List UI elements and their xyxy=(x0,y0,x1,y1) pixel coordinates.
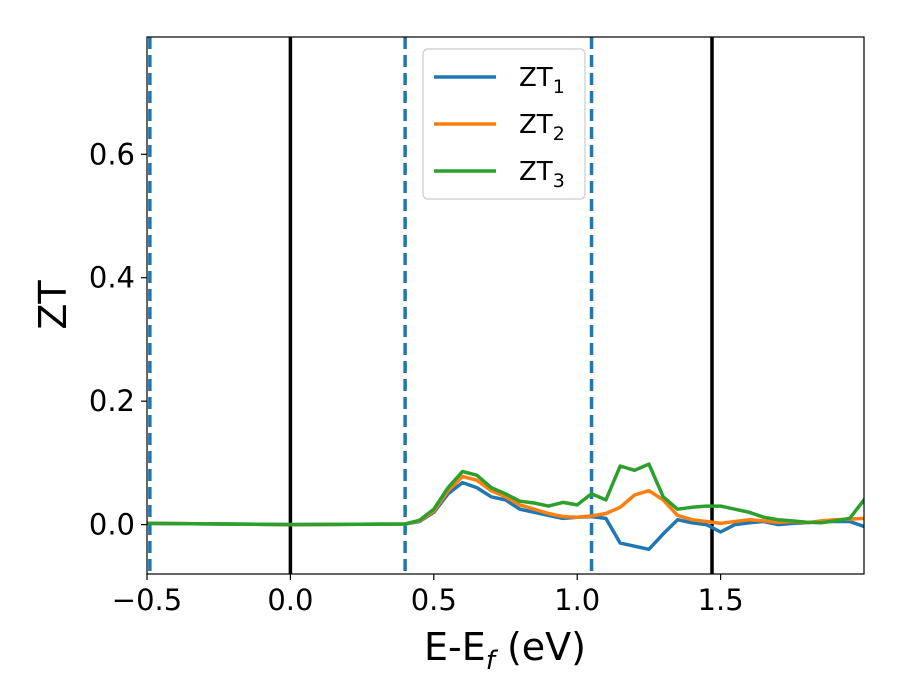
reference-lines xyxy=(148,37,714,574)
series-lines xyxy=(147,462,864,552)
y-axis-label: ZT xyxy=(31,280,75,330)
x-tick-label: −0.5 xyxy=(112,583,182,617)
x-tick-label: 0.0 xyxy=(267,583,313,617)
y-axis: 0.0 0.2 0.4 0.6 xyxy=(89,137,147,542)
legend: ZT1 ZT2 ZT3 xyxy=(422,48,586,200)
x-axis: −0.5 0.0 0.5 1.0 1.5 xyxy=(112,574,744,617)
series-line-2 xyxy=(147,474,864,527)
plot-frame xyxy=(146,36,865,575)
x-axis-label-unit: (eV) xyxy=(495,625,586,669)
legend-label-2: ZT2 xyxy=(519,110,565,145)
x-tick-label: 1.0 xyxy=(554,583,600,617)
legend-label-1: ZT1 xyxy=(519,63,565,98)
legend-box xyxy=(422,48,586,200)
y-tick-label: 0.0 xyxy=(89,508,135,542)
legend-label-3: ZT3 xyxy=(519,157,565,192)
series-line-3 xyxy=(147,462,864,527)
y-tick-label: 0.6 xyxy=(89,137,135,171)
series-line-1 xyxy=(147,480,864,552)
x-tick-label: 1.5 xyxy=(698,583,744,617)
y-tick-label: 0.4 xyxy=(89,261,135,295)
x-tick-label: 0.5 xyxy=(411,583,457,617)
y-tick-label: 0.2 xyxy=(89,384,135,418)
x-axis-label: E-Ef (eV) xyxy=(424,625,586,676)
